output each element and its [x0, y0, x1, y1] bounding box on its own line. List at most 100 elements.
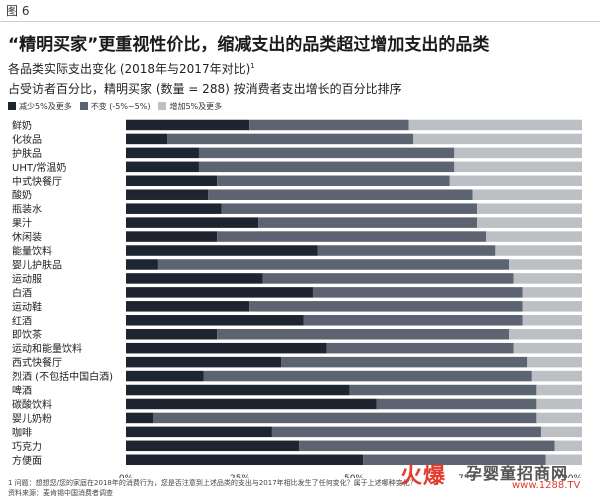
category-label: 果汁 [12, 217, 32, 230]
bar-segment-decrease [126, 301, 250, 312]
bar-segment-unchanged [221, 203, 478, 214]
bar-segment-decrease [126, 161, 199, 173]
bar-segment-unchanged [198, 161, 455, 173]
bar-segment-decrease [126, 356, 282, 368]
bar-segment-increase [540, 426, 582, 438]
legend-item-increase: 增加5%及更多 [158, 101, 222, 112]
bar-segment-increase [495, 245, 582, 256]
bar-segment-increase [522, 287, 582, 298]
category-label: 酸奶 [12, 189, 32, 202]
bar-segment-increase [477, 217, 582, 228]
category-label: 瓶装水 [12, 203, 42, 216]
bar-segment-increase [449, 175, 582, 187]
category-label: 白酒 [12, 286, 32, 299]
bar-segment-increase [477, 203, 582, 214]
bar-segment-increase [454, 161, 582, 173]
bar-segment-unchanged [326, 342, 514, 354]
category-label: 婴儿奶粉 [12, 412, 52, 425]
chart-subtitle-2: 占受访者百分比，精明买家 (数量 = 288) 按消费者支出增长的百分比排序 [8, 82, 402, 96]
bar-segment-decrease [126, 398, 377, 410]
bar-segment-increase [522, 315, 582, 326]
bar-segment-unchanged [363, 454, 546, 466]
stacked-bar-chart: 鲜奶化妆品护肤品UHT/常温奶中式快餐厅酸奶瓶装水果汁休闲装能量饮料婴儿护肤品运… [12, 119, 582, 478]
category-label: 碳酸饮料 [12, 398, 52, 411]
bar-segment-increase [486, 231, 582, 242]
bar-segment-increase [527, 356, 582, 368]
bar-segment-decrease [126, 440, 300, 452]
bar-segment-unchanged [198, 147, 455, 159]
bar-segment-decrease [126, 412, 154, 424]
category-label: 运动服 [12, 273, 42, 285]
subtitle-text: 各品类实际支出变化 (2018年与2017年对比) [8, 62, 251, 76]
x-tick-label: 100% [556, 474, 582, 478]
category-label: 西式快餐厅 [12, 356, 62, 369]
bar-segment-increase [454, 147, 582, 159]
bar-segment-unchanged [317, 245, 496, 256]
category-label: 即饮茶 [12, 328, 42, 341]
bar-segment-decrease [126, 217, 259, 228]
bar-segment-unchanged [376, 398, 537, 410]
category-label: 运动鞋 [12, 300, 42, 313]
category-label: 方便面 [12, 454, 42, 467]
bar-segment-decrease [126, 426, 272, 438]
bar-segment-increase [545, 454, 582, 466]
bar-segment-unchanged [312, 287, 523, 298]
figure-tag: 图 6 [0, 0, 600, 22]
category-label: 护肤品 [12, 147, 42, 160]
bar-segment-decrease [126, 175, 218, 187]
bar-segment-decrease [126, 370, 204, 382]
category-label: UHT/常温奶 [12, 161, 66, 174]
bar-segment-decrease [126, 245, 318, 256]
category-label: 能量饮料 [12, 245, 52, 258]
bar-segment-unchanged [217, 328, 510, 340]
bar-segment-decrease [126, 315, 304, 326]
bar-segment-unchanged [249, 301, 523, 312]
chart-subtitle: 各品类实际支出变化 (2018年与2017年对比)1 [8, 60, 592, 77]
category-label: 咖啡 [12, 427, 32, 439]
bar-segment-increase [509, 259, 582, 270]
bar-segment-decrease [126, 189, 209, 200]
bar-segment-decrease [126, 203, 222, 214]
bar-segment-increase [513, 273, 582, 284]
bar-segment-decrease [126, 147, 199, 159]
legend-label-decrease: 减少5%及更多 [19, 101, 72, 111]
legend-label-unchanged: 不变 (-5%~5%) [90, 101, 151, 111]
category-label: 婴儿护肤品 [12, 258, 62, 271]
subtitle-footnote-marker: 1 [250, 62, 255, 70]
bar-segment-increase [408, 119, 582, 131]
bar-segment-unchanged [153, 412, 537, 424]
source-note: 资料来源：麦肯锡中国消费者调查 [8, 489, 113, 497]
legend-label-increase: 增加5%及更多 [169, 101, 223, 111]
bar-segment-unchanged [217, 175, 450, 187]
watermark-logo: 火爆 孕婴童招商网 www.1288.TV [400, 458, 596, 496]
bar-segment-unchanged [203, 370, 532, 382]
bar-segment-increase [536, 412, 582, 424]
bar-segment-decrease [126, 287, 313, 298]
x-tick-label: 50% [344, 474, 364, 478]
bar-segment-decrease [126, 259, 158, 270]
bar-segment-unchanged [349, 384, 537, 396]
category-label: 巧克力 [12, 440, 42, 453]
legend-item-unchanged: 不变 (-5%~5%) [79, 101, 151, 112]
category-label: 啤酒 [12, 385, 32, 397]
bar-segment-unchanged [167, 133, 414, 145]
bar-segment-unchanged [281, 356, 528, 368]
legend-swatch-increase [158, 102, 167, 110]
bar-segment-increase [554, 440, 582, 452]
bar-segment-increase [413, 133, 582, 145]
bar-segment-increase [536, 398, 582, 410]
bar-segment-decrease [126, 231, 218, 242]
chart-title: “精明买家”更重视性价比，缩减支出的品类超过增加支出的品类 [8, 35, 490, 55]
bar-segment-decrease [126, 119, 250, 131]
bar-segment-unchanged [217, 231, 487, 242]
bar-segment-decrease [126, 384, 350, 396]
x-tick-label: 75% [458, 474, 478, 478]
watermark-name: 孕婴童招商网 [466, 464, 569, 483]
bar-segment-unchanged [303, 315, 523, 326]
watermark-logo-text: 火爆 [400, 464, 447, 489]
bar-segment-decrease [126, 328, 218, 340]
bar-segment-increase [536, 384, 582, 396]
bar-segment-decrease [126, 342, 327, 354]
bar-segment-increase [513, 342, 582, 354]
bar-segment-unchanged [299, 440, 555, 452]
